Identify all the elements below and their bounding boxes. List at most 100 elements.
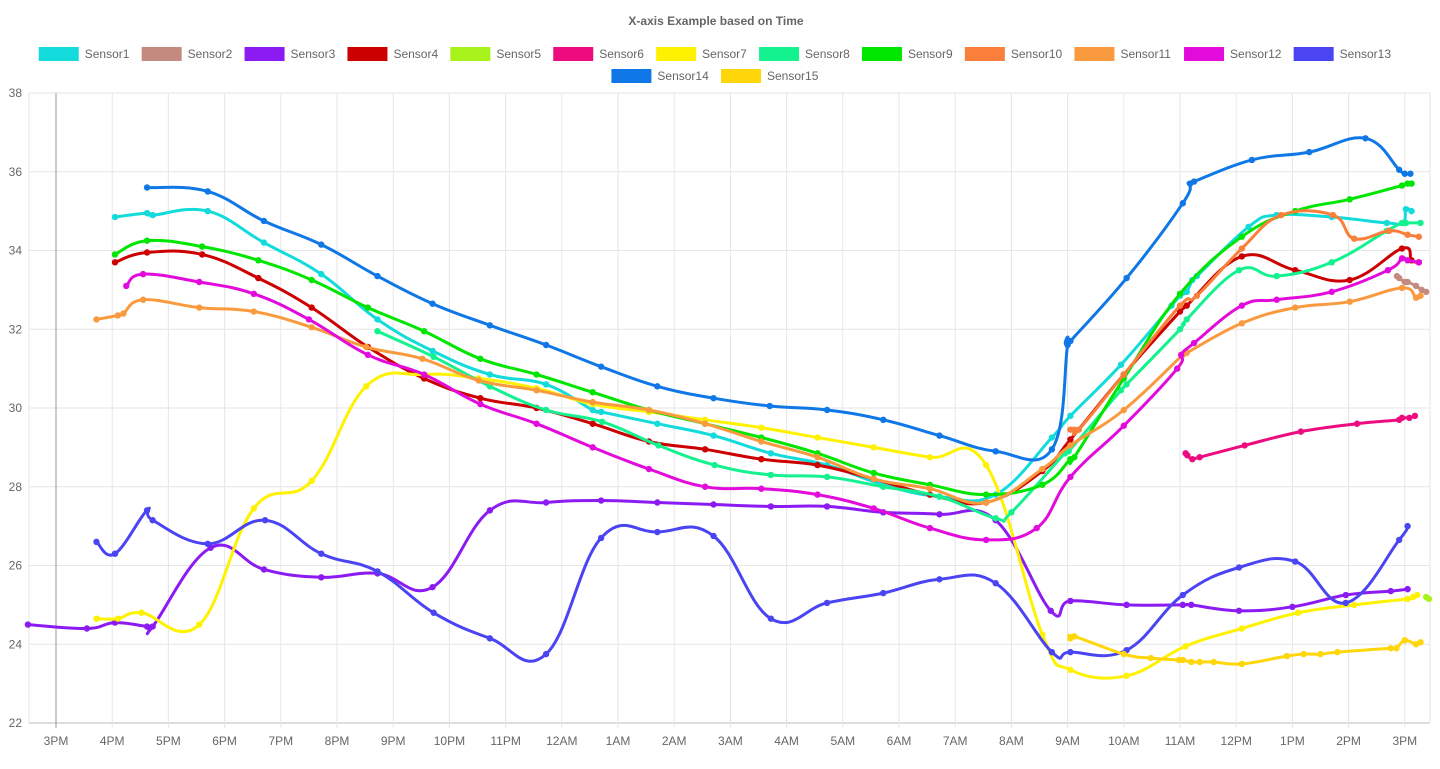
legend-item-sensor15[interactable]: Sensor15 <box>721 69 819 83</box>
data-point-sensor10[interactable] <box>1329 211 1337 219</box>
data-point-sensor13[interactable] <box>710 532 717 540</box>
data-point-sensor13[interactable] <box>1342 599 1349 607</box>
data-point-sensor3[interactable] <box>318 574 325 581</box>
data-point-sensor11[interactable] <box>1398 284 1406 292</box>
data-point-sensor15[interactable] <box>1210 658 1217 666</box>
data-point-sensor3[interactable] <box>83 625 91 632</box>
data-point-sensor14[interactable] <box>1395 166 1403 173</box>
data-point-sensor3[interactable] <box>260 566 268 573</box>
data-point-sensor11[interactable] <box>1120 406 1128 414</box>
data-point-sensor11[interactable] <box>1067 442 1074 449</box>
data-point-sensor8[interactable] <box>655 442 662 449</box>
data-point-sensor2[interactable] <box>1404 278 1411 286</box>
data-point-sensor7[interactable] <box>1238 625 1246 632</box>
data-point-sensor13[interactable] <box>111 550 119 557</box>
data-point-sensor1[interactable] <box>597 408 605 416</box>
data-point-sensor12[interactable] <box>758 485 765 492</box>
data-point-sensor13[interactable] <box>1404 522 1411 530</box>
data-point-sensor12[interactable] <box>139 270 147 278</box>
data-point-sensor9[interactable] <box>255 257 262 264</box>
data-point-sensor13[interactable] <box>992 580 999 587</box>
data-point-sensor14[interactable] <box>1067 337 1074 345</box>
data-point-sensor13[interactable] <box>261 517 269 524</box>
data-point-sensor11[interactable] <box>1417 292 1424 299</box>
data-point-sensor11[interactable] <box>758 438 765 445</box>
legend-item-sensor3[interactable]: Sensor3 <box>244 47 336 61</box>
data-point-sensor10[interactable] <box>1351 235 1358 242</box>
data-point-sensor6[interactable] <box>1241 442 1248 449</box>
data-point-sensor12[interactable] <box>196 278 203 286</box>
data-point-sensor8[interactable] <box>992 515 999 522</box>
data-point-sensor6[interactable] <box>1398 414 1406 422</box>
data-point-sensor3[interactable] <box>24 621 32 628</box>
data-point-sensor11[interactable] <box>533 387 540 394</box>
data-point-sensor7[interactable] <box>758 424 765 431</box>
data-point-sensor6[interactable] <box>1189 455 1196 463</box>
legend-item-sensor8[interactable]: Sensor8 <box>759 47 850 61</box>
data-point-sensor15[interactable] <box>1417 639 1424 646</box>
data-point-sensor11[interactable] <box>139 296 147 303</box>
data-point-sensor11[interactable] <box>419 355 426 362</box>
data-point-sensor12[interactable] <box>1177 351 1185 359</box>
data-point-sensor14[interactable] <box>1190 178 1198 185</box>
data-point-sensor13[interactable] <box>374 568 381 575</box>
data-point-sensor10[interactable] <box>1385 227 1393 235</box>
data-point-sensor4[interactable] <box>111 259 119 266</box>
data-point-sensor12[interactable] <box>1415 259 1423 266</box>
data-point-sensor11[interactable] <box>870 475 877 483</box>
data-point-sensor7[interactable] <box>1404 595 1411 603</box>
data-point-sensor14[interactable] <box>1407 170 1414 177</box>
data-point-sensor9[interactable] <box>308 276 315 284</box>
data-point-sensor14[interactable] <box>318 241 325 248</box>
data-point-sensor9[interactable] <box>1346 196 1353 203</box>
data-point-sensor13[interactable] <box>93 538 100 546</box>
data-point-sensor13[interactable] <box>880 589 887 597</box>
legend-item-sensor5[interactable]: Sensor5 <box>450 47 541 61</box>
data-point-sensor1[interactable] <box>149 211 156 219</box>
data-point-sensor7[interactable] <box>814 434 821 441</box>
data-point-sensor8[interactable] <box>1117 387 1125 394</box>
data-point-sensor7[interactable] <box>363 383 370 390</box>
data-point-sensor13[interactable] <box>1395 536 1403 544</box>
legend-item-sensor1[interactable]: Sensor1 <box>38 47 130 61</box>
data-point-sensor12[interactable] <box>123 282 130 290</box>
data-point-sensor8[interactable] <box>880 483 887 490</box>
data-point-sensor7[interactable] <box>870 444 877 451</box>
data-point-sensor10[interactable] <box>1071 426 1078 433</box>
legend-item-sensor9[interactable]: Sensor9 <box>861 47 953 61</box>
data-point-sensor7[interactable] <box>114 615 122 622</box>
data-point-sensor3[interactable] <box>429 583 436 591</box>
data-point-sensor13[interactable] <box>1235 564 1243 571</box>
data-point-sensor12[interactable] <box>1398 255 1406 262</box>
data-point-sensor12[interactable] <box>982 536 990 544</box>
data-point-sensor12[interactable] <box>870 505 877 512</box>
data-point-sensor1[interactable] <box>143 209 151 217</box>
data-point-sensor14[interactable] <box>1362 135 1369 142</box>
data-point-sensor12[interactable] <box>701 483 709 490</box>
data-point-sensor1[interactable] <box>260 239 268 246</box>
data-point-sensor11[interactable] <box>308 324 315 331</box>
data-point-sensor3[interactable] <box>542 499 550 506</box>
data-point-sensor7[interactable] <box>1294 609 1302 616</box>
data-point-sensor13[interactable] <box>318 550 325 557</box>
data-point-sensor14[interactable] <box>654 383 661 390</box>
data-point-sensor8[interactable] <box>767 471 775 479</box>
data-point-sensor3[interactable] <box>1289 603 1296 611</box>
data-point-sensor14[interactable] <box>823 406 831 414</box>
data-point-sensor8[interactable] <box>823 473 831 481</box>
data-point-sensor7[interactable] <box>196 621 203 628</box>
data-point-sensor1[interactable] <box>1067 412 1074 420</box>
data-point-sensor8[interactable] <box>1328 259 1335 266</box>
data-point-sensor9[interactable] <box>198 243 206 250</box>
data-point-sensor12[interactable] <box>250 290 258 298</box>
data-point-sensor9[interactable] <box>1398 182 1406 189</box>
data-point-sensor12[interactable] <box>1173 365 1181 372</box>
data-point-sensor14[interactable] <box>1179 200 1187 207</box>
data-point-sensor9[interactable] <box>364 304 372 311</box>
data-point-sensor13[interactable] <box>1292 558 1299 565</box>
data-point-sensor14[interactable] <box>260 217 268 225</box>
data-point-sensor8[interactable] <box>1417 219 1424 227</box>
data-point-sensor14[interactable] <box>143 184 151 191</box>
data-point-sensor8[interactable] <box>430 353 437 361</box>
data-point-sensor12[interactable] <box>533 420 540 427</box>
